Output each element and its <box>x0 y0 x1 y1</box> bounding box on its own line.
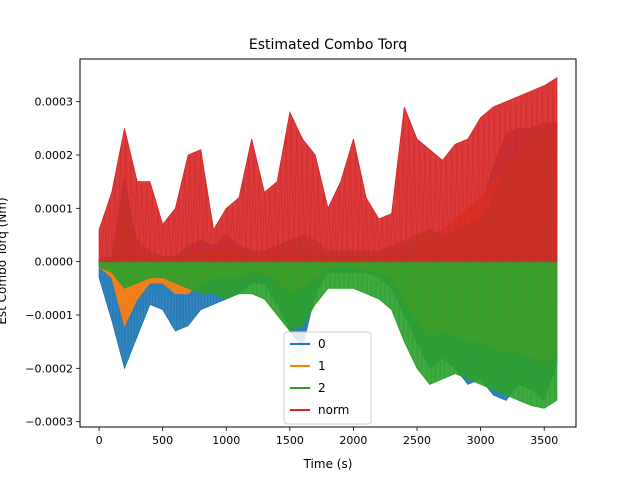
legend-label-norm: norm <box>318 403 349 417</box>
y-tick-label: −0.0001 <box>25 309 73 322</box>
y-tick-label: 0.0003 <box>35 96 74 109</box>
y-tick-label: −0.0002 <box>25 362 73 375</box>
plot-frame <box>79 58 577 428</box>
x-tick-label: 1500 <box>276 434 304 447</box>
x-tick-label: 2000 <box>339 434 367 447</box>
x-tick-label: 1000 <box>212 434 240 447</box>
y-axis-label: Est Combo Torq (Nm) <box>0 197 9 324</box>
legend: 0 1 2 norm <box>283 331 372 425</box>
x-tick-label: 3000 <box>467 434 495 447</box>
x-tick-label: 500 <box>152 434 173 447</box>
legend-label-1: 1 <box>318 359 326 373</box>
chart-title: Estimated Combo Torq <box>249 37 407 53</box>
x-axis-label: Time (s) <box>303 457 353 471</box>
y-tick-label: −0.0003 <box>25 416 73 429</box>
series-norm <box>98 76 558 263</box>
legend-box <box>283 331 372 425</box>
x-tick-label: 3500 <box>530 434 558 447</box>
x-axis: 0 500 1000 1500 2000 2500 3000 3500 <box>96 427 558 447</box>
x-tick-label: 0 <box>96 434 103 447</box>
y-tick-label: 0.0001 <box>35 202 74 215</box>
legend-label-0: 0 <box>318 337 326 351</box>
x-tick-label: 2500 <box>403 434 431 447</box>
y-tick-label: 0.0002 <box>35 149 74 162</box>
series-layer <box>98 76 558 409</box>
y-axis: −0.0003 −0.0002 −0.0001 0.0000 0.0001 0.0002 0… <box>25 96 80 429</box>
legend-label-2: 2 <box>318 381 326 395</box>
series-norm-trace <box>98 80 557 262</box>
y-tick-label: 0.0000 <box>35 256 74 269</box>
